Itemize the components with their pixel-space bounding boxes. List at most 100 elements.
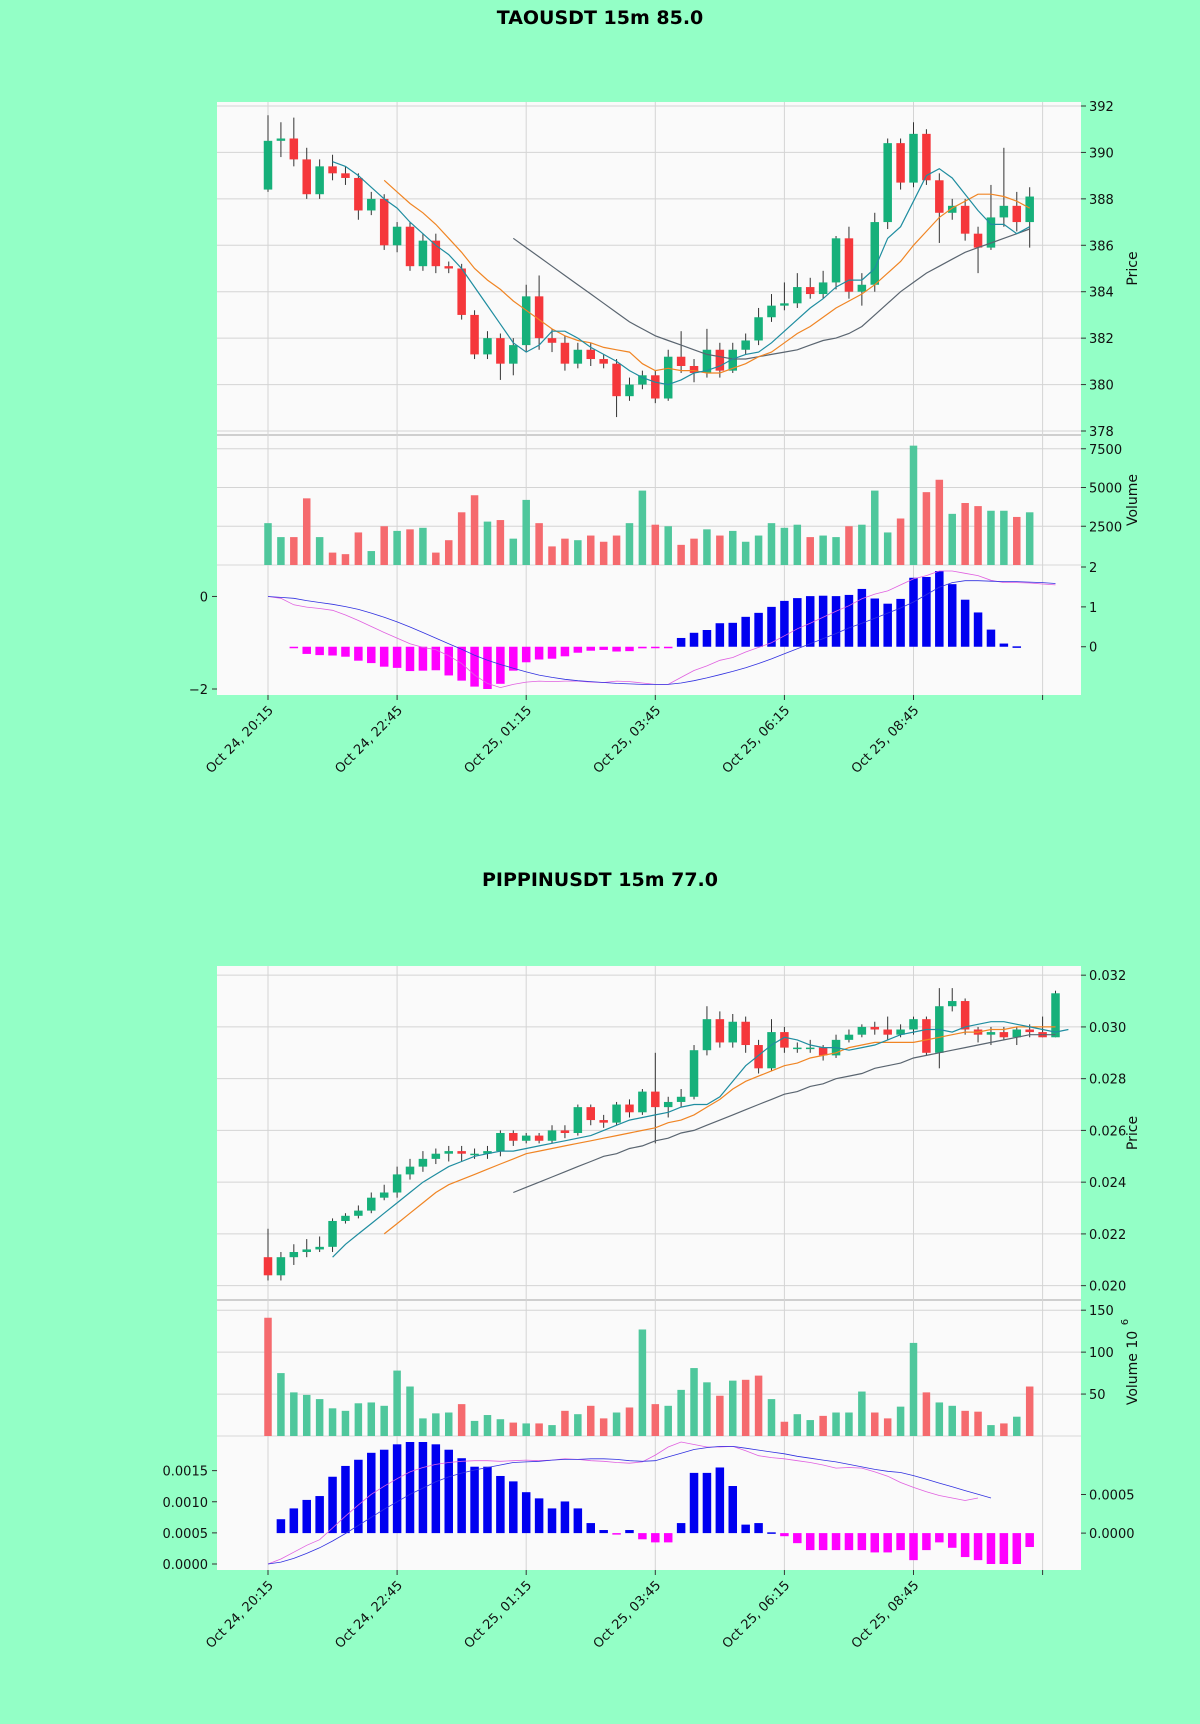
macd-bar-negative	[509, 646, 518, 671]
candle-up	[302, 1249, 311, 1253]
volume-bar	[612, 1412, 621, 1436]
volume-bar	[780, 527, 789, 565]
ma-mid-line	[383, 1026, 1056, 1235]
price-tick-label: 384	[1089, 286, 1114, 301]
candle-up	[844, 1034, 854, 1040]
volume-bar	[290, 537, 298, 565]
macd-bar-positive	[728, 622, 738, 647]
volume-bar	[277, 537, 285, 565]
macd-bar-negative	[328, 646, 337, 656]
candle-down	[689, 366, 699, 373]
candle-up	[702, 1019, 712, 1051]
volume-bar	[767, 523, 776, 565]
macd-bar-positive	[793, 598, 802, 647]
volume-bar	[277, 1373, 285, 1436]
candle-down	[534, 296, 544, 339]
volume-bar	[444, 540, 453, 565]
volume-bar	[961, 1410, 969, 1436]
macd-bar-negative	[625, 646, 634, 652]
candle-down	[935, 180, 944, 213]
x-tick-label: Oct 24, 22:45	[332, 703, 405, 776]
volume-bar	[871, 1412, 879, 1436]
volume-bar	[664, 526, 672, 565]
macd-bar-positive	[947, 584, 957, 647]
volume-bar	[703, 1382, 711, 1436]
x-tick-label: Oct 25, 06:15	[720, 1578, 793, 1651]
volume-bar	[793, 1414, 802, 1436]
candle-up	[625, 384, 634, 397]
macd-bar-negative	[405, 646, 415, 672]
volume-axis-label: Volume 10	[1125, 1331, 1141, 1405]
macd-bar-negative	[470, 646, 479, 687]
volume-bar	[483, 521, 492, 565]
candle-up	[509, 345, 518, 364]
candle-up	[638, 1091, 647, 1113]
volume-bar	[974, 506, 982, 565]
volume-bar	[548, 546, 556, 565]
volume-bar	[1013, 516, 1021, 565]
macd-bar-positive	[689, 1472, 699, 1534]
volume-bar	[509, 538, 518, 565]
macd-bar-negative	[547, 646, 557, 659]
ma-short-line	[332, 161, 1030, 386]
candle-down	[534, 1135, 544, 1141]
candle-up	[741, 340, 750, 350]
volume-bar	[496, 1419, 505, 1436]
macd-bar-negative	[663, 646, 673, 649]
volume-bar	[638, 490, 647, 565]
candle-up	[367, 1197, 376, 1211]
candle-down	[741, 1021, 750, 1046]
volume-bar	[677, 1389, 685, 1436]
macd-bar-positive	[276, 1519, 286, 1534]
macd-bar-positive	[805, 596, 815, 647]
volume-bar	[302, 1394, 311, 1436]
candle-up	[379, 1192, 389, 1198]
macd-bar-negative	[935, 1533, 944, 1543]
volume-tick-label: 100	[1089, 1346, 1114, 1361]
macd-bar-positive	[741, 1524, 750, 1534]
candle-up	[793, 287, 802, 304]
volume-bar	[1025, 1386, 1034, 1436]
candle-down	[586, 1107, 595, 1121]
candle-down	[896, 143, 905, 183]
price-axis-label: Price	[1125, 1116, 1141, 1150]
chart-title: TAOUSDT 15m 85.0	[497, 7, 704, 29]
macd-bar-positive	[935, 571, 944, 647]
volume-bar	[741, 541, 750, 565]
macd-bar-negative	[612, 1533, 621, 1535]
volume-bar	[457, 1404, 466, 1436]
candle-up	[354, 1210, 363, 1216]
volume-bar	[858, 524, 866, 565]
volume-bar	[819, 1415, 827, 1436]
candle-up	[470, 1153, 479, 1156]
volume-bar	[690, 538, 698, 565]
volume-bar	[264, 1317, 272, 1436]
candle-up	[999, 205, 1009, 218]
macd-bar-positive	[689, 632, 699, 647]
macd-bar-positive	[573, 1508, 583, 1534]
volume-bar	[419, 1418, 427, 1436]
candle-up	[638, 375, 647, 385]
candle-down	[328, 166, 337, 174]
volume-bar	[367, 1402, 376, 1436]
macd-bar-positive	[728, 1486, 738, 1534]
macd-bar-positive	[625, 1530, 634, 1534]
volume-bar	[664, 1405, 672, 1436]
macd-bar-positive	[715, 1467, 725, 1534]
candle-down	[805, 287, 815, 295]
candle-up	[431, 1153, 441, 1159]
candle-up	[276, 1257, 286, 1276]
candle-up	[289, 1252, 299, 1258]
volume-bar	[883, 532, 892, 565]
price-tick-label: 392	[1089, 100, 1114, 115]
macd-bar-positive	[1012, 646, 1022, 648]
candle-up	[405, 1166, 415, 1175]
x-tick-label: Oct 25, 01:15	[462, 703, 535, 776]
volume-bar	[677, 544, 685, 565]
candle-down	[586, 349, 595, 360]
macd-bar-positive	[754, 612, 763, 647]
volume-bar	[819, 535, 827, 565]
volume-bar	[574, 540, 582, 565]
macd-bar-negative	[379, 646, 389, 667]
